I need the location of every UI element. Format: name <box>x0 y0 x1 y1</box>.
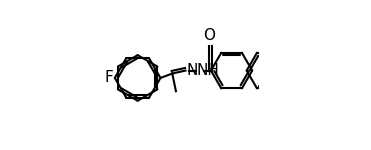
Text: NH: NH <box>197 63 219 78</box>
Text: F: F <box>104 70 113 86</box>
Text: N: N <box>186 63 198 78</box>
Text: O: O <box>204 28 216 43</box>
